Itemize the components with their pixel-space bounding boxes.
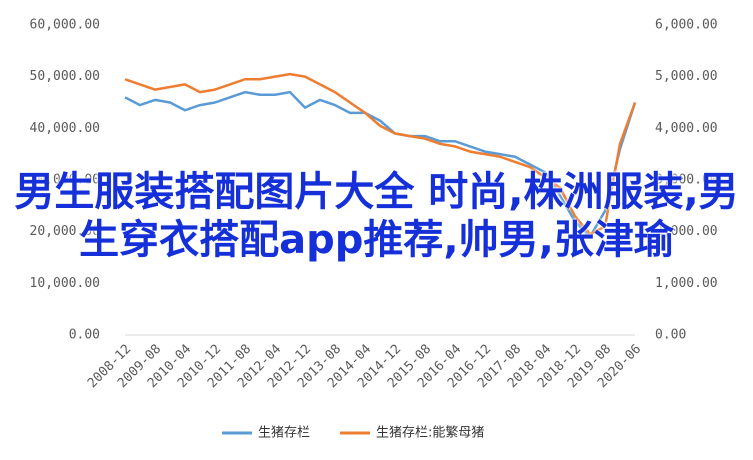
y2-tick-label: 4,000.00: [655, 121, 718, 136]
y-tick-label: 10,000.00: [30, 276, 100, 291]
y-tick-label: 60,000.00: [30, 18, 100, 33]
y2-tick-label: 2,000.00: [655, 224, 718, 239]
y2-tick-label: 3,000.00: [655, 173, 718, 188]
y2-tick-label: 1,000.00: [655, 276, 718, 291]
overlay-title: 男生服装搭配图片大全 时尚,株洲服装,男生穿衣搭配app推荐,帅男,张津瑜: [14, 169, 739, 263]
y-tick-label: 40,000.00: [30, 121, 100, 136]
y-tick-label: 20,000.00: [30, 224, 100, 239]
y-tick-label: 50,000.00: [30, 69, 100, 84]
series-line: [124, 72, 637, 236]
y2-tick-label: 5,000.00: [655, 69, 718, 84]
legend-label: 生猪存栏:能繁母猪: [376, 425, 484, 441]
legend-label: 生猪存栏: [258, 426, 310, 441]
y-tick-label: 30,000.00: [30, 173, 100, 188]
y2-tick-label: 6,000.00: [655, 18, 718, 33]
y-tick-label: 0.00: [69, 328, 100, 343]
y2-tick-label: 0.00: [655, 328, 686, 343]
